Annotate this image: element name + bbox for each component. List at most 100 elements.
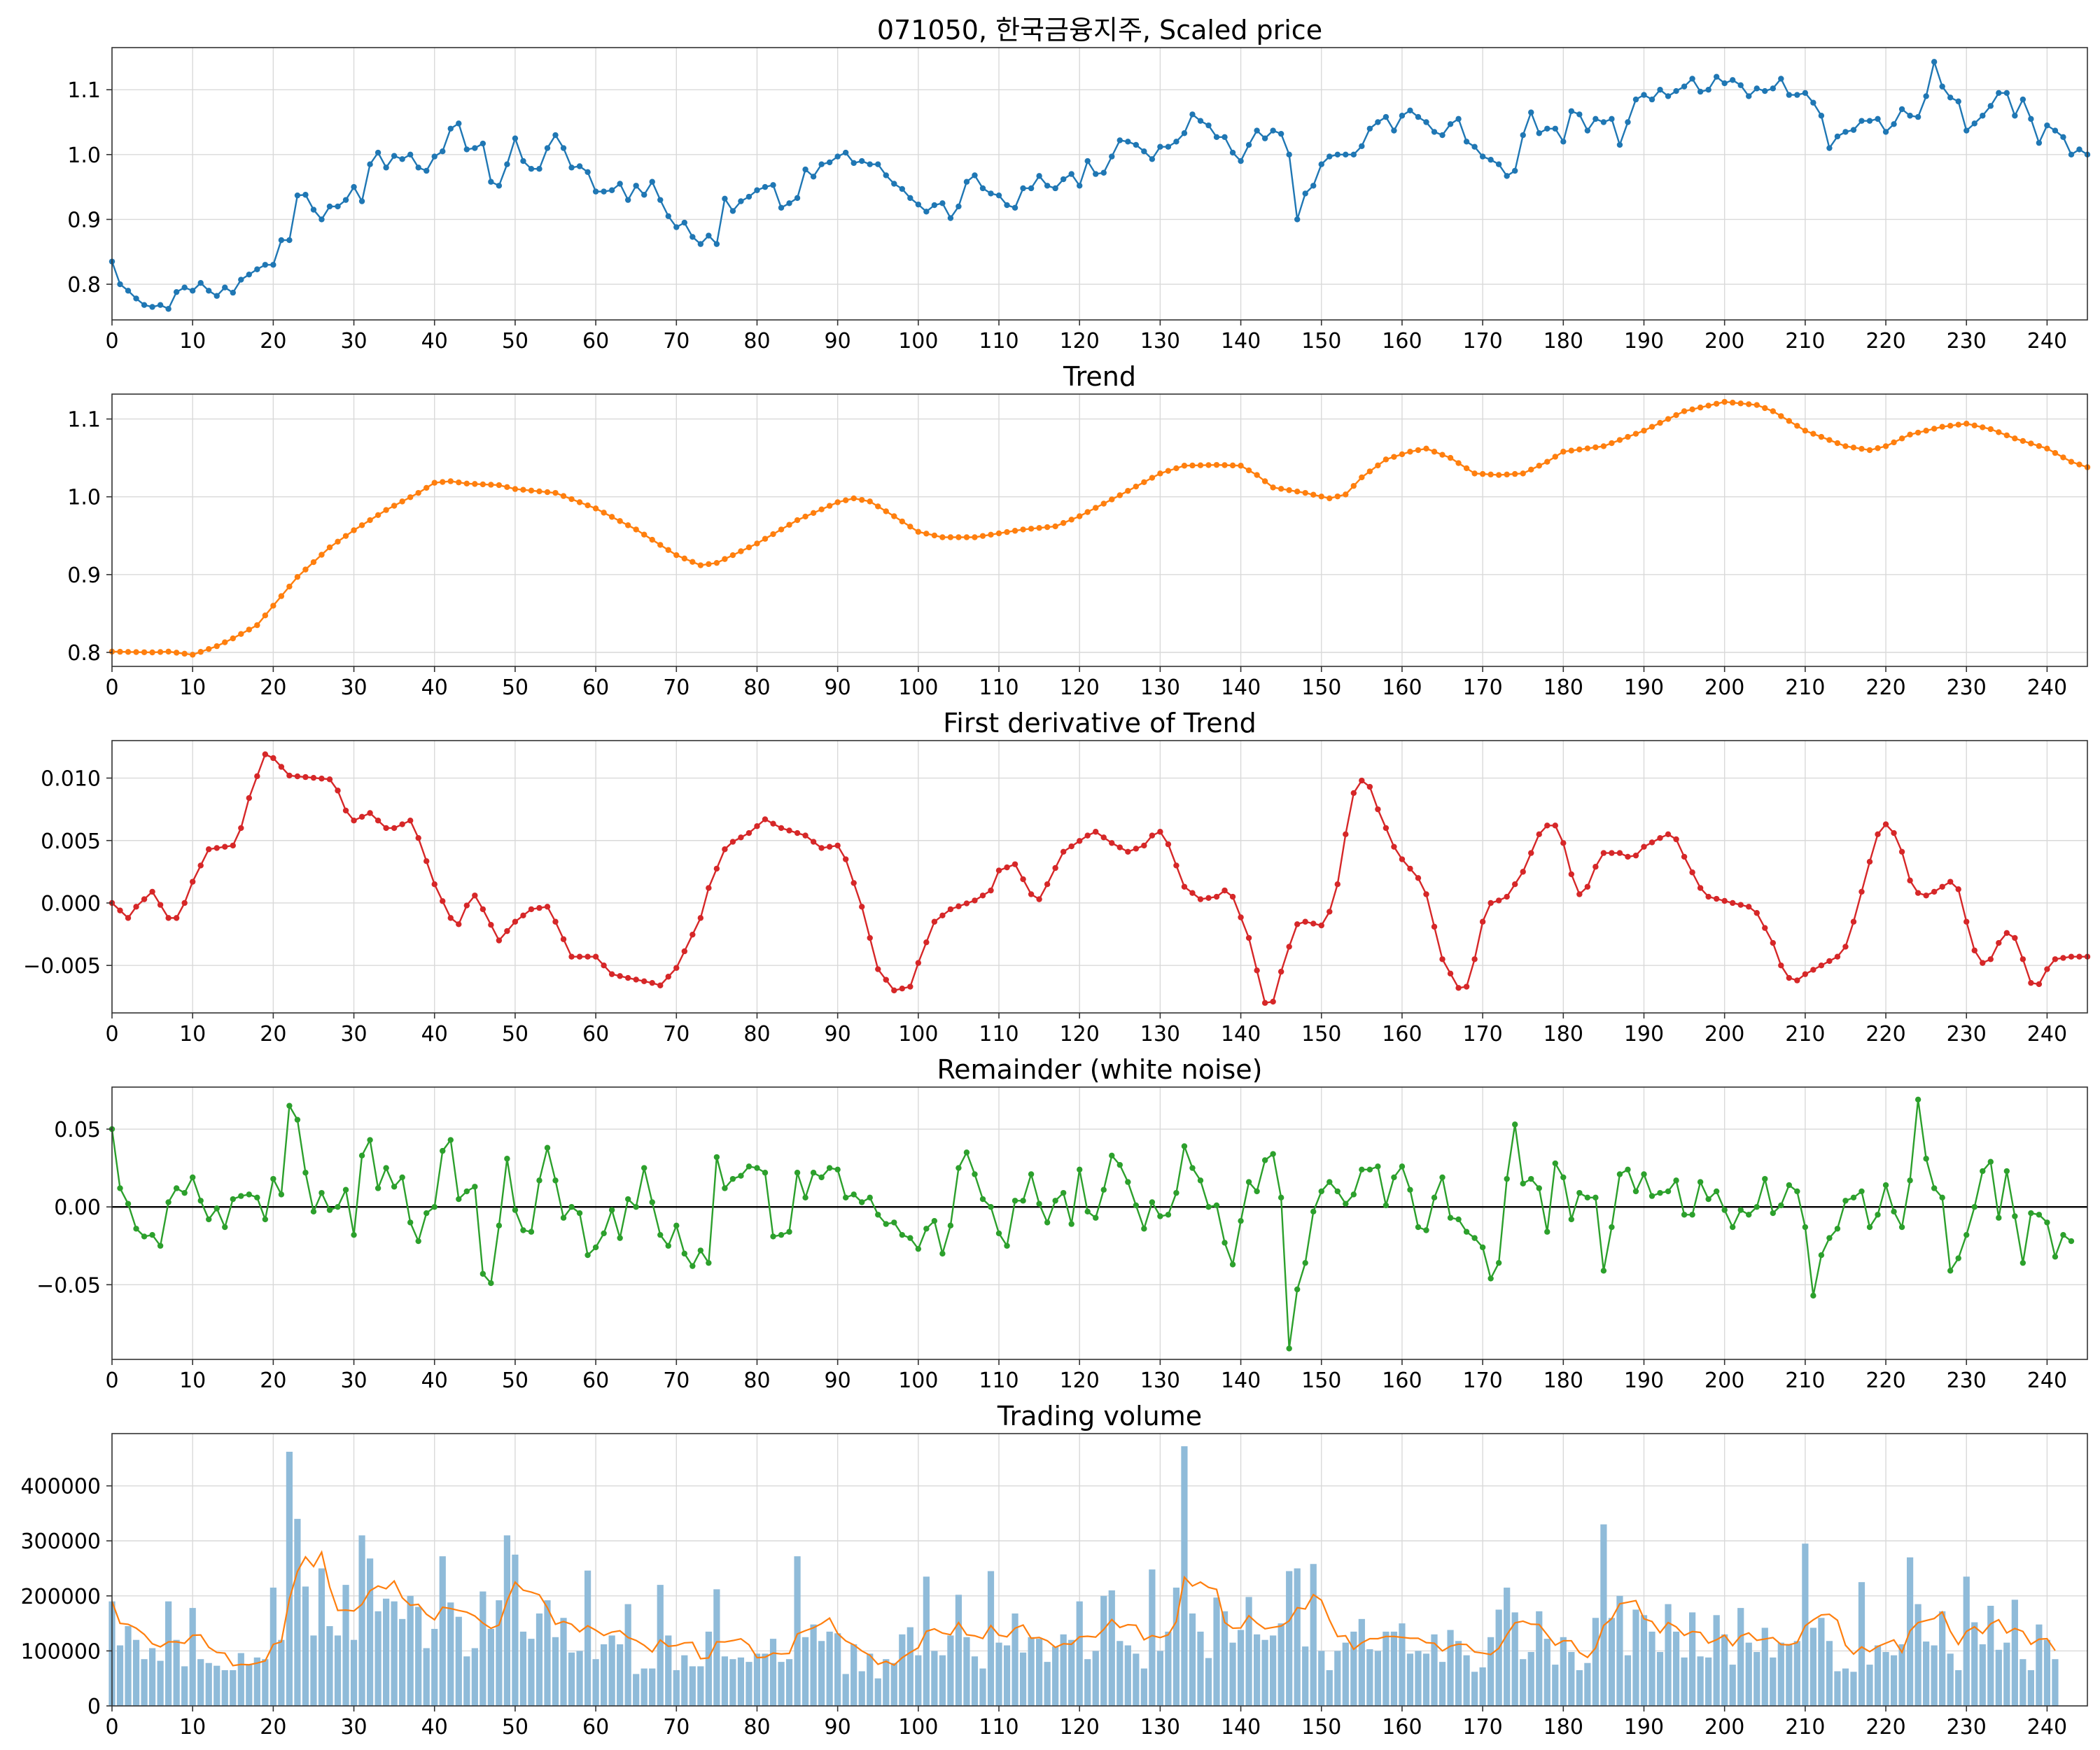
volume-bar <box>883 1659 890 1706</box>
data-point <box>1286 1345 1292 1352</box>
data-point <box>407 1219 414 1226</box>
data-point <box>318 552 325 558</box>
data-point <box>1141 842 1147 849</box>
data-point <box>286 583 293 590</box>
data-point <box>536 488 542 495</box>
data-point <box>407 494 414 500</box>
data-point <box>1778 962 1784 969</box>
data-point <box>1866 858 1873 865</box>
data-point <box>617 518 623 524</box>
data-point <box>1963 1231 1970 1238</box>
volume-bar <box>826 1631 833 1706</box>
data-point <box>1455 1216 1462 1223</box>
data-point <box>2044 966 2050 972</box>
data-point <box>850 1191 857 1198</box>
volume-bar <box>544 1600 551 1706</box>
data-point <box>1447 121 1454 127</box>
x-tick-label: 190 <box>1624 1022 1664 1046</box>
data-point <box>1681 83 1688 90</box>
data-point <box>1689 869 1695 876</box>
data-point <box>988 190 994 197</box>
volume-bar <box>1488 1637 1494 1706</box>
data-point <box>1810 1292 1816 1299</box>
volume-bar <box>1681 1657 1688 1706</box>
data-point <box>1955 421 1961 428</box>
data-point <box>286 772 293 779</box>
data-point <box>472 481 478 487</box>
data-point <box>1125 1179 1131 1185</box>
x-tick-label: 10 <box>179 1022 206 1046</box>
data-point <box>374 818 382 824</box>
data-point <box>286 1102 293 1109</box>
data-point <box>197 280 204 286</box>
data-point <box>786 522 792 528</box>
data-point <box>1786 92 1793 98</box>
data-point <box>1762 1175 1768 1182</box>
data-point <box>1407 1186 1413 1193</box>
data-point <box>1697 88 1704 95</box>
data-point <box>1334 493 1340 500</box>
volume-bar <box>2043 1639 2051 1706</box>
data-point <box>1455 985 1462 991</box>
data-point <box>810 1170 817 1176</box>
data-point <box>746 830 752 836</box>
data-point <box>157 302 164 308</box>
data-point <box>1399 113 1406 119</box>
data-point <box>1028 1171 1035 1177</box>
data-point <box>1423 445 1429 451</box>
data-point <box>358 198 365 204</box>
data-point <box>141 649 148 655</box>
volume-bar <box>1463 1655 1470 1706</box>
data-point <box>1488 471 1494 478</box>
data-point <box>1391 844 1397 850</box>
data-point <box>1366 125 1373 132</box>
volume-bar <box>778 1662 785 1706</box>
volume-bar <box>1947 1653 1954 1706</box>
data-point <box>1520 869 1526 875</box>
volume-bar <box>1858 1582 1865 1706</box>
data-point <box>1181 130 1188 136</box>
scaled-price-title: 071050, 한국금융지주, Scaled price <box>877 15 1322 46</box>
data-point <box>1705 402 1712 409</box>
data-point <box>665 547 671 553</box>
data-point <box>1068 171 1074 177</box>
data-point <box>818 161 825 167</box>
y-tick-label: 1.0 <box>67 144 101 168</box>
data-point <box>931 1217 938 1224</box>
data-point <box>681 1250 688 1257</box>
data-point <box>899 1231 906 1238</box>
x-tick-label: 160 <box>1382 676 1422 700</box>
volume-bar <box>1350 1631 1357 1706</box>
data-point <box>1609 850 1615 856</box>
x-tick-label: 80 <box>743 1022 770 1046</box>
volume-bar <box>334 1635 342 1706</box>
data-point <box>1560 449 1567 455</box>
data-point <box>1028 185 1035 192</box>
volume-bar <box>1624 1655 1632 1706</box>
y-tick-label: 0.8 <box>67 641 101 666</box>
data-point <box>1100 169 1107 176</box>
data-point <box>2036 139 2043 146</box>
data-point <box>1980 960 1986 966</box>
data-point <box>1165 1212 1172 1218</box>
data-point <box>302 774 309 780</box>
data-point <box>859 904 865 910</box>
x-tick-label: 200 <box>1704 1715 1744 1740</box>
volume-bar <box>1809 1628 1816 1706</box>
x-tick-label: 170 <box>1462 1368 1502 1393</box>
data-point <box>1882 1182 1889 1189</box>
data-point <box>528 487 535 494</box>
data-point <box>1488 157 1494 163</box>
data-point <box>899 986 906 992</box>
volume-bar <box>471 1648 478 1706</box>
volume-bar <box>850 1644 858 1706</box>
data-point <box>1415 113 1422 120</box>
data-point <box>1189 462 1196 469</box>
data-point <box>995 192 1002 199</box>
volume-bar <box>1133 1653 1140 1706</box>
x-tick-label: 30 <box>340 1715 367 1740</box>
data-point <box>552 918 559 925</box>
data-point <box>875 1212 881 1218</box>
volume-bar <box>1536 1611 1543 1706</box>
data-point <box>1891 830 1897 836</box>
